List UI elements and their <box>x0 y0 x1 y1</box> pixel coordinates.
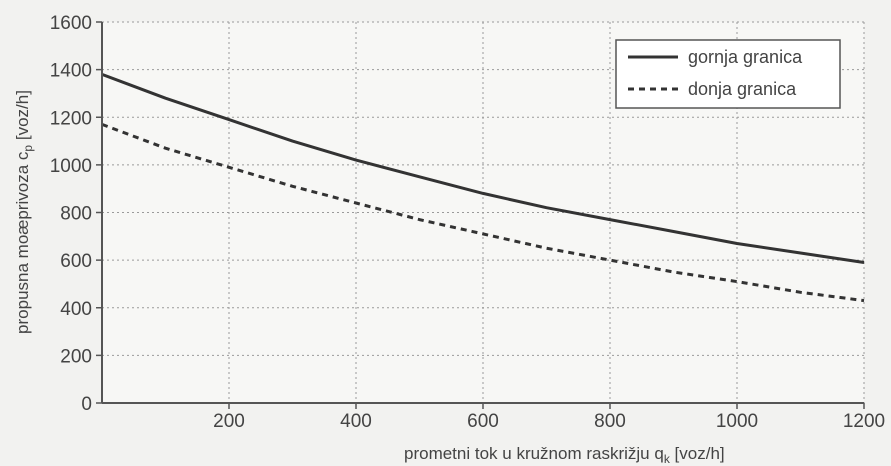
x-tick-label: 1200 <box>843 411 885 432</box>
y-tick-label: 1200 <box>50 108 92 129</box>
x-axis-ticks: 200 400 600 800 1000 1200 <box>213 403 885 432</box>
x-tick-label: 200 <box>213 411 245 432</box>
y-tick-label: 0 <box>81 394 92 415</box>
y-tick-label: 800 <box>60 204 92 225</box>
legend: gornja granica donja granica <box>615 39 841 109</box>
y-tick-label: 1600 <box>50 13 92 34</box>
x-axis-label: prometni tok u kružnom raskrižju qk [voz… <box>404 444 725 466</box>
y-axis-label: propusna moæprivoza cp [voz/h] <box>13 90 35 334</box>
y-tick-label: 400 <box>60 299 92 320</box>
series-line-gornja-granica <box>101 72 865 264</box>
x-tick-label: 400 <box>340 411 372 432</box>
y-axis-ticks: 0 200 400 600 800 1000 1200 1400 1600 <box>50 13 102 415</box>
x-tick-label: 1000 <box>716 411 758 432</box>
y-tick-label: 1400 <box>50 61 92 82</box>
series-line-donja-granica <box>101 122 865 303</box>
y-tick-label: 1000 <box>50 156 92 177</box>
series-lines <box>101 72 865 303</box>
legend-label-donja: donja granica <box>688 79 797 99</box>
legend-box <box>615 39 841 109</box>
y-tick-label: 600 <box>60 251 92 272</box>
x-tick-label: 600 <box>467 411 499 432</box>
x-tick-label: 800 <box>594 411 626 432</box>
y-tick-label: 200 <box>60 346 92 367</box>
legend-label-gornja: gornja granica <box>688 47 803 67</box>
